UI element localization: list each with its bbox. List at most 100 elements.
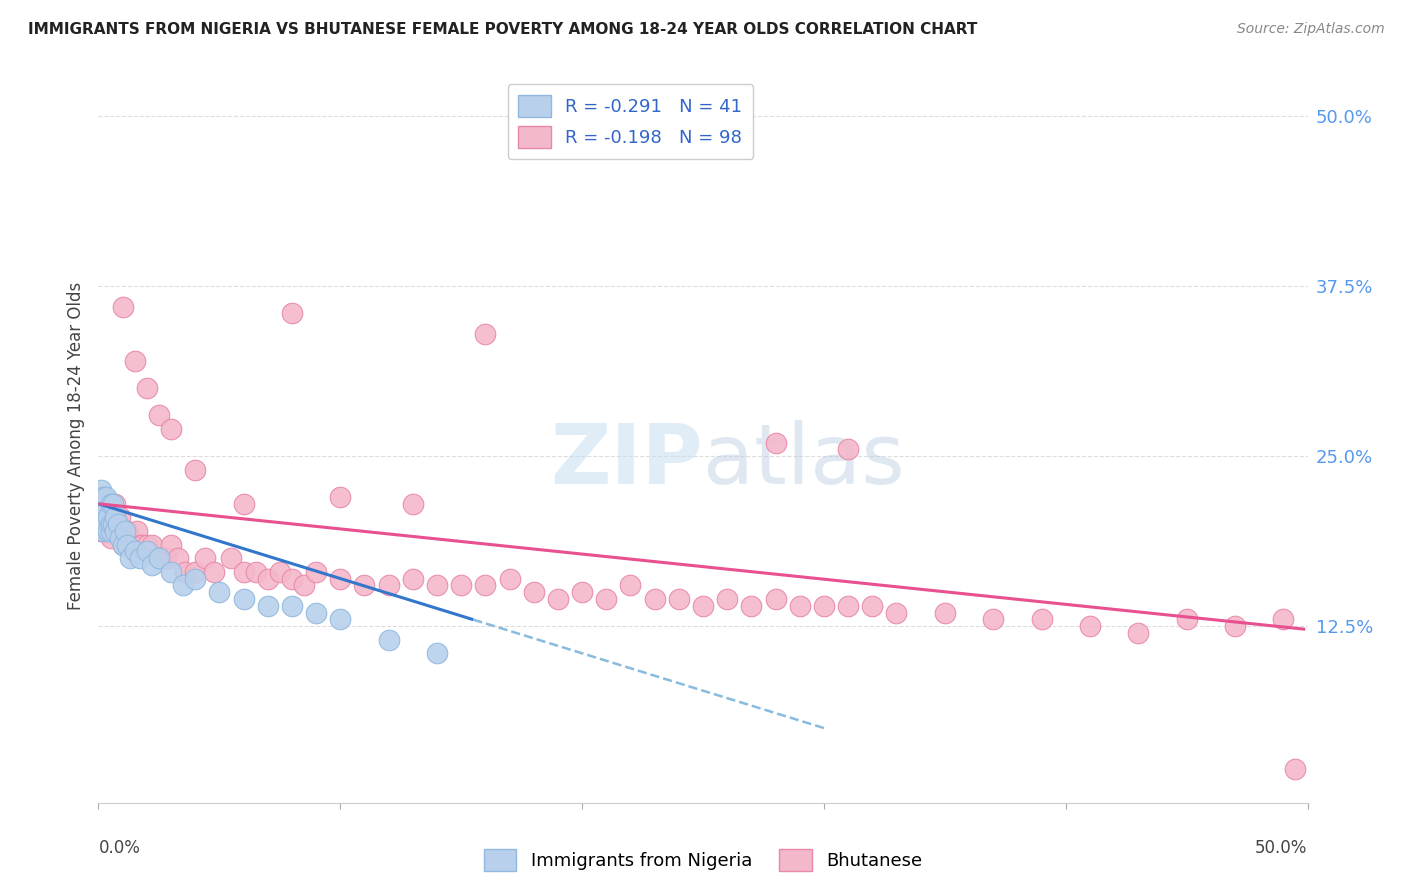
- Point: [124, 354, 146, 368]
- Point: [208, 585, 231, 599]
- Point: [118, 537, 141, 551]
- Point: [232, 591, 254, 606]
- Point: [474, 578, 496, 592]
- Point: [765, 591, 787, 606]
- Point: [934, 606, 956, 620]
- Legend: R = -0.291   N = 41, R = -0.198   N = 98: R = -0.291 N = 41, R = -0.198 N = 98: [508, 84, 754, 159]
- Point: [160, 565, 183, 579]
- Point: [692, 599, 714, 613]
- Point: [256, 599, 278, 613]
- Point: [155, 551, 177, 566]
- Text: 50.0%: 50.0%: [1256, 839, 1308, 857]
- Point: [100, 517, 122, 532]
- Point: [329, 572, 352, 586]
- Point: [118, 551, 141, 566]
- Point: [97, 524, 120, 538]
- Point: [172, 578, 194, 592]
- Point: [104, 510, 127, 524]
- Point: [101, 517, 124, 532]
- Point: [789, 599, 811, 613]
- Point: [644, 591, 666, 606]
- Point: [91, 510, 114, 524]
- Point: [90, 503, 112, 517]
- Point: [148, 551, 170, 566]
- Point: [97, 503, 120, 517]
- Point: [256, 572, 278, 586]
- Point: [184, 572, 207, 586]
- Point: [90, 510, 112, 524]
- Text: 0.0%: 0.0%: [98, 839, 141, 857]
- Point: [837, 599, 859, 613]
- Text: ZIP: ZIP: [551, 420, 703, 500]
- Point: [94, 490, 117, 504]
- Point: [595, 591, 617, 606]
- Point: [148, 409, 170, 423]
- Point: [135, 537, 157, 551]
- Point: [111, 300, 134, 314]
- Point: [813, 599, 835, 613]
- Point: [91, 503, 114, 517]
- Point: [668, 591, 690, 606]
- Point: [111, 537, 134, 551]
- Point: [184, 565, 207, 579]
- Point: [111, 524, 134, 538]
- Point: [104, 510, 127, 524]
- Point: [204, 565, 226, 579]
- Point: [94, 524, 117, 538]
- Text: IMMIGRANTS FROM NIGERIA VS BHUTANESE FEMALE POVERTY AMONG 18-24 YEAR OLDS CORREL: IMMIGRANTS FROM NIGERIA VS BHUTANESE FEM…: [28, 22, 977, 37]
- Point: [886, 606, 908, 620]
- Point: [107, 517, 129, 532]
- Point: [765, 435, 787, 450]
- Point: [174, 565, 197, 579]
- Point: [100, 517, 122, 532]
- Point: [124, 544, 146, 558]
- Point: [474, 326, 496, 341]
- Point: [100, 524, 122, 538]
- Point: [148, 551, 170, 566]
- Point: [329, 490, 352, 504]
- Point: [91, 490, 114, 504]
- Point: [101, 497, 124, 511]
- Point: [377, 632, 399, 647]
- Point: [135, 544, 157, 558]
- Point: [184, 463, 207, 477]
- Point: [94, 497, 117, 511]
- Point: [97, 510, 120, 524]
- Point: [547, 591, 569, 606]
- Point: [281, 599, 304, 613]
- Point: [1078, 619, 1101, 633]
- Point: [281, 572, 304, 586]
- Legend: Immigrants from Nigeria, Bhutanese: Immigrants from Nigeria, Bhutanese: [477, 842, 929, 879]
- Point: [100, 497, 122, 511]
- Point: [104, 524, 127, 538]
- Point: [104, 497, 127, 511]
- Point: [97, 510, 120, 524]
- Point: [100, 497, 122, 511]
- Point: [221, 551, 243, 566]
- Point: [1223, 619, 1246, 633]
- Point: [94, 503, 117, 517]
- Point: [90, 497, 112, 511]
- Point: [100, 531, 122, 545]
- Point: [108, 510, 131, 524]
- Point: [269, 565, 291, 579]
- Point: [91, 524, 114, 538]
- Point: [111, 537, 134, 551]
- Point: [305, 606, 328, 620]
- Point: [402, 572, 425, 586]
- Text: Source: ZipAtlas.com: Source: ZipAtlas.com: [1237, 22, 1385, 37]
- Point: [1128, 626, 1150, 640]
- Point: [91, 517, 114, 532]
- Point: [167, 551, 190, 566]
- Point: [860, 599, 883, 613]
- Point: [90, 524, 112, 538]
- Point: [523, 585, 546, 599]
- Point: [121, 537, 143, 551]
- Point: [101, 517, 124, 532]
- Point: [292, 578, 315, 592]
- Point: [91, 497, 114, 511]
- Point: [128, 537, 150, 551]
- Point: [114, 524, 136, 538]
- Point: [135, 381, 157, 395]
- Point: [232, 497, 254, 511]
